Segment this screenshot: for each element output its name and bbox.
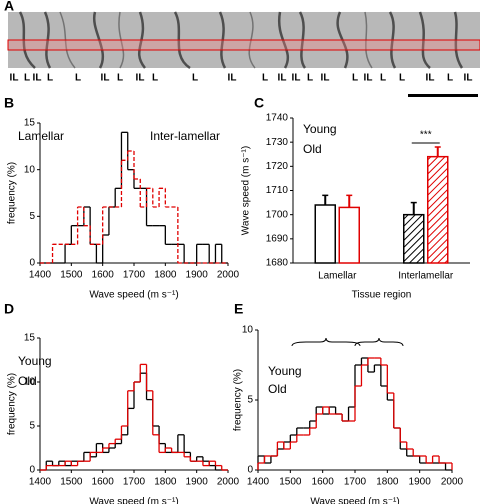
micrograph: [7, 11, 480, 97]
region-label: IL: [136, 73, 145, 84]
y-tick-label: 10: [24, 164, 36, 175]
region-label: L: [192, 73, 198, 84]
significance-label: ***: [420, 130, 432, 141]
brace: [291, 337, 361, 347]
region-label: L: [399, 73, 405, 84]
x-tick-label: 1900: [409, 477, 432, 488]
x-tick-label: 1700: [123, 270, 146, 281]
region-label: IL: [228, 73, 237, 84]
legend-label: Inter-lamellar: [150, 129, 220, 143]
x-axis-label: Wave speed (m s⁻¹): [89, 497, 178, 504]
legend-label: Old: [18, 374, 37, 388]
legend-label: Young: [18, 354, 52, 368]
y-tick-label: 15: [24, 118, 36, 129]
region-label: L: [307, 73, 313, 84]
legend-label: Young: [303, 122, 337, 136]
x-tick-label: 1400: [29, 477, 52, 488]
legend-label: Old: [268, 382, 287, 396]
y-axis-label: frequency (%): [7, 373, 18, 435]
panel-letter: C: [254, 95, 264, 111]
y-tick-label: 1740: [266, 113, 289, 124]
region-label: IL: [364, 73, 373, 84]
region-label: L: [262, 73, 268, 84]
x-tick-label: 1400: [247, 477, 270, 488]
legend-label: Lamellar: [18, 129, 64, 143]
x-tick-label: 1800: [376, 477, 399, 488]
region-label: IL: [278, 73, 287, 84]
y-tick-label: 1700: [266, 209, 289, 220]
y-axis-label: frequency (%): [7, 162, 18, 224]
x-tick-label: 1500: [60, 477, 83, 488]
y-tick-label: 5: [29, 421, 35, 432]
x-tick-label: 1500: [60, 270, 83, 281]
y-tick-label: 0: [29, 258, 35, 269]
region-label: IL: [33, 73, 42, 84]
region-label: L: [24, 73, 30, 84]
y-tick-label: 0: [247, 465, 253, 476]
region-label: IL: [464, 73, 473, 84]
y-tick-label: 1730: [266, 137, 289, 148]
region-label: L: [447, 73, 453, 84]
legend-label: Young: [268, 364, 302, 378]
region-label: L: [352, 73, 358, 84]
y-tick-label: 15: [24, 333, 36, 344]
region-label: L: [380, 73, 386, 84]
region-label: IL: [426, 73, 435, 84]
y-axis-label: Wave speed (m s⁻¹): [241, 146, 252, 235]
bar: [314, 204, 336, 264]
x-axis-label: Wave speed (m s⁻¹): [89, 290, 178, 301]
x-tick-label: 1800: [154, 270, 177, 281]
panel-letter: B: [4, 95, 14, 111]
region-label: IL: [10, 73, 19, 84]
y-tick-label: 5: [247, 395, 253, 406]
x-tick-label: 2000: [217, 477, 240, 488]
x-tick-label: 2000: [217, 270, 240, 281]
brace: [354, 337, 404, 347]
x-tick-label: 2000: [441, 477, 464, 488]
y-tick-label: 1710: [266, 185, 289, 196]
panel-letter: E: [234, 301, 243, 317]
x-tick-label: 1700: [344, 477, 367, 488]
x-axis-label: Wave speed (m s⁻¹): [310, 497, 399, 504]
x-tick-label: 1400: [29, 270, 52, 281]
x-tick-label: 1600: [312, 477, 335, 488]
y-tick-label: 1690: [266, 233, 289, 244]
x-tick-label: Lamellar: [318, 271, 357, 282]
region-label: IL: [321, 73, 330, 84]
region-label: L: [117, 73, 123, 84]
region-label: L: [47, 73, 53, 84]
x-tick-label: 1900: [186, 270, 209, 281]
y-tick-label: 1680: [266, 258, 289, 269]
panel-letter: D: [4, 301, 14, 317]
region-label: L: [75, 73, 81, 84]
bar: [403, 213, 425, 264]
y-axis-label: frequency (%): [233, 369, 244, 431]
region-label: L: [152, 73, 158, 84]
x-tick-label: 1800: [154, 477, 177, 488]
y-tick-label: 1720: [266, 161, 289, 172]
bar: [338, 206, 360, 264]
x-tick-label: 1600: [92, 270, 115, 281]
y-tick-label: 5: [29, 211, 35, 222]
region-label: IL: [292, 73, 301, 84]
x-tick-label: 1500: [279, 477, 302, 488]
x-tick-label: 1600: [92, 477, 115, 488]
y-tick-label: 0: [29, 465, 35, 476]
panel-letter: A: [4, 0, 14, 14]
region-label: IL: [101, 73, 110, 84]
y-tick-label: 10: [24, 377, 36, 388]
x-axis-label: Tissue region: [352, 290, 412, 301]
x-tick-label: Interlamellar: [398, 271, 454, 282]
y-tick-label: 10: [242, 325, 254, 336]
bar: [427, 155, 449, 264]
x-tick-label: 1700: [123, 477, 146, 488]
x-tick-label: 1900: [186, 477, 209, 488]
legend-label: Old: [303, 142, 322, 156]
